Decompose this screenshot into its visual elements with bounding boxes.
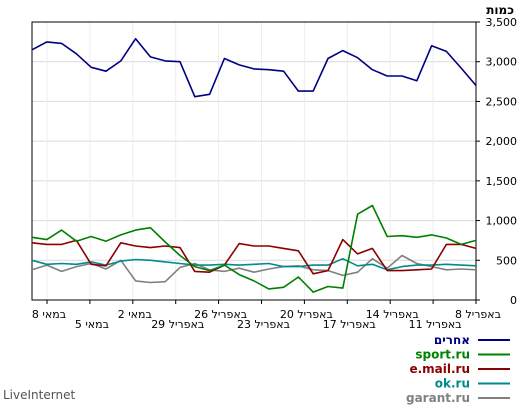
x-tick-label: 23 באפריל bbox=[237, 318, 290, 331]
x-tick-label: 20 באפריל bbox=[280, 308, 333, 321]
y-tick-label: 1,500 bbox=[486, 175, 518, 188]
plot-frame bbox=[31, 21, 477, 301]
legend-label: sport.ru bbox=[415, 348, 470, 362]
x-tick-label: 8 באפריל bbox=[455, 308, 501, 321]
grid bbox=[32, 22, 477, 300]
series-line-אחרים bbox=[31, 37, 477, 98]
y-tick-label: 0 bbox=[510, 294, 517, 307]
y-tick-label: 1,000 bbox=[486, 215, 518, 228]
x-tick-label: 11 באפריל bbox=[409, 318, 462, 331]
series-line-garant.ru bbox=[31, 254, 477, 284]
series-line-sport.ru bbox=[31, 204, 477, 293]
x-tick-label: 26 באפריל bbox=[194, 308, 247, 321]
x-tick-label: 8 במאי bbox=[32, 308, 66, 321]
x-tick-label: 29 באפריל bbox=[151, 318, 204, 331]
x-tick-label: 14 באפריל bbox=[366, 308, 419, 321]
legend-label: e.mail.ru bbox=[409, 362, 470, 376]
y-tick-label: 500 bbox=[496, 254, 517, 267]
series-group bbox=[31, 37, 477, 293]
legend-label: ok.ru bbox=[435, 377, 470, 391]
x-tick-label: 17 באפריל bbox=[323, 318, 376, 331]
y-axis: 0 500 1,000 1,500 2,000 2,500 3,000 3,500 bbox=[476, 16, 517, 307]
watermark: LiveInternet bbox=[3, 388, 75, 402]
legend-label: garant.ru bbox=[406, 391, 470, 405]
y-tick-label: 2,500 bbox=[486, 95, 518, 108]
x-tick-label: 5 במאי bbox=[75, 318, 109, 331]
y-tick-label: 3,500 bbox=[486, 16, 518, 29]
series-line-e.mail.ru bbox=[31, 238, 477, 275]
legend-label: אחרים bbox=[434, 333, 470, 347]
y-tick-label: 3,000 bbox=[486, 56, 518, 69]
x-tick-label: 2 במאי bbox=[118, 308, 152, 321]
y-tick-label: 2,000 bbox=[486, 135, 518, 148]
chart-title: כמות bbox=[486, 3, 514, 17]
